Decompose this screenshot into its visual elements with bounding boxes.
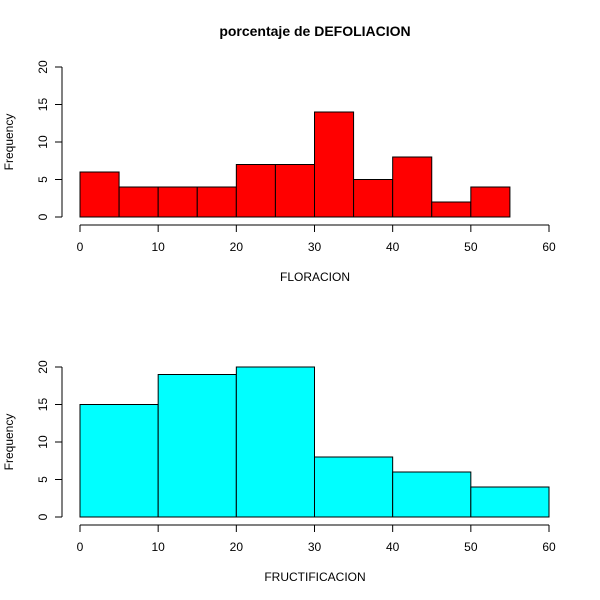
x-tick-label: 10 [151,540,165,554]
histogram-floracion: porcentaje de DEFOLIACION FLORACION Freq… [2,23,556,284]
y-tick-label: 10 [36,135,50,149]
histogram-bar [431,201,472,218]
histogram-bar [274,164,315,218]
x-axis: 0 10 20 30 40 50 60 [77,524,556,554]
x-tick-label: 30 [308,240,322,254]
y-axis-label: Frequency [2,114,16,171]
histogram-bar [79,171,120,218]
histogram-bar [79,404,159,518]
bars [79,366,550,518]
x-tick-label: 20 [230,240,244,254]
y-axis: 0 5 10 15 20 [36,360,63,520]
histogram-bar [392,471,472,518]
histogram-bar [392,156,433,218]
x-tick-label: 40 [386,540,400,554]
x-tick-label: 60 [542,240,556,254]
x-axis: 0 10 20 30 40 50 60 [77,224,556,254]
histogram-bar [157,186,198,218]
histogram-bar [118,186,159,218]
histogram-fructificacion: FRUCTIFICACION Frequency 0 10 20 30 40 50 60 0… [2,360,556,584]
y-tick-label: 15 [36,398,50,412]
y-axis: 0 5 10 15 20 [36,60,63,220]
y-tick-label: 20 [36,360,50,374]
x-tick-label: 50 [464,540,478,554]
x-tick-label: 60 [542,540,556,554]
histogram-bar [196,186,237,218]
x-tick-label: 40 [386,240,400,254]
x-tick-label: 10 [151,240,165,254]
histogram-bar [470,186,511,218]
chart-title: porcentaje de DEFOLIACION [219,23,410,39]
histogram-bar [314,456,394,518]
y-tick-label: 10 [36,435,50,449]
x-tick-label: 20 [230,540,244,554]
y-tick-label: 20 [36,60,50,74]
x-tick-label: 30 [308,540,322,554]
y-tick-label: 5 [36,176,50,183]
y-tick-label: 5 [36,476,50,483]
x-axis-label: FRUCTIFICACION [264,570,365,584]
histogram-bar [235,164,276,218]
histogram-bar [314,111,355,218]
histogram-bar [470,486,550,518]
y-tick-label: 0 [36,513,50,520]
histogram-bar [157,374,237,518]
y-tick-label: 15 [36,98,50,112]
x-tick-label: 0 [77,240,84,254]
histogram-bar [235,366,315,518]
x-tick-label: 50 [464,240,478,254]
histogram-bar [353,179,394,218]
x-tick-label: 0 [77,540,84,554]
x-axis-label: FLORACION [280,270,350,284]
y-tick-label: 0 [36,213,50,220]
y-axis-label: Frequency [2,414,16,471]
bars [79,111,511,218]
